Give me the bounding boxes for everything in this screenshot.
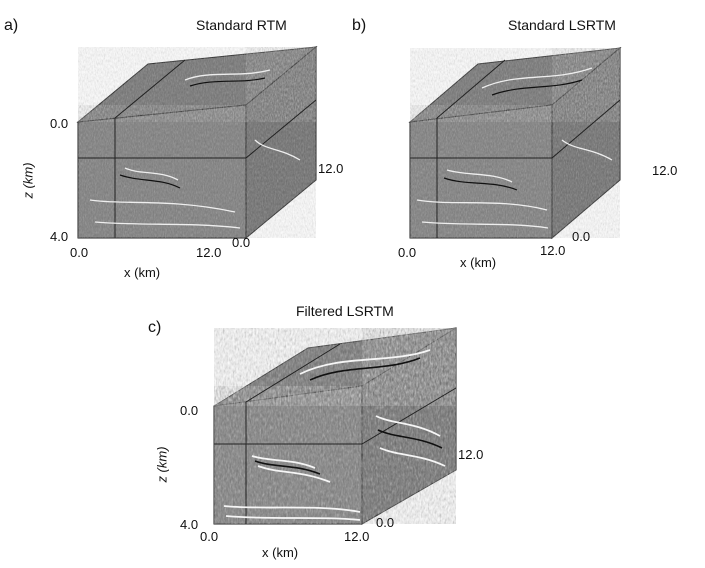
z-axis-label: z (km): [154, 446, 170, 483]
panel-a: a) Standard RTM 0.0 4.0 z (km) 0.0 12.0 …: [0, 0, 350, 290]
seismic-cube-image: [76, 45, 318, 240]
x-axis-right-tick: 12.0: [344, 529, 370, 544]
x-axis-label: x (km): [460, 255, 497, 270]
z-axis-top-tick: 0.0: [50, 116, 69, 131]
x-axis-left-tick: 0.0: [398, 245, 417, 260]
y-axis-near-tick: 0.0: [376, 515, 395, 530]
y-axis-far-tick: 12.0: [318, 161, 344, 176]
x-axis-right-tick: 12.0: [540, 243, 566, 258]
panel-c: c) Filtered LSRTM 0.0 4.0 z (km) 0.0 12.…: [140, 298, 560, 568]
z-axis-top-tick: 0.0: [180, 403, 199, 418]
seismic-cube-image: [408, 46, 622, 240]
y-axis-far-tick: 12.0: [458, 447, 484, 462]
panel-title: Filtered LSRTM: [296, 303, 394, 319]
y-axis-near-tick: 0.0: [232, 235, 251, 250]
panel-title: Standard LSRTM: [508, 17, 616, 33]
panel-label: c): [148, 319, 162, 336]
panel-b: b) Standard LSRTM 0.0 12.0 x (km) 0.0 12…: [352, 0, 702, 290]
z-axis-label: z (km): [20, 162, 36, 199]
x-axis-left-tick: 0.0: [70, 245, 89, 260]
panel-title: Standard RTM: [196, 17, 287, 33]
x-axis-label: x (km): [262, 545, 299, 560]
x-axis-right-tick: 12.0: [196, 245, 222, 260]
panel-label: b): [352, 17, 367, 34]
z-axis-bottom-tick: 4.0: [180, 517, 199, 532]
y-axis-near-tick: 0.0: [572, 229, 591, 244]
x-axis-left-tick: 0.0: [200, 529, 219, 544]
panel-label: a): [4, 17, 19, 34]
x-axis-label: x (km): [124, 265, 161, 280]
z-axis-bottom-tick: 4.0: [50, 229, 69, 244]
seismic-cube-image: [213, 327, 457, 525]
y-axis-far-tick: 12.0: [652, 163, 678, 178]
